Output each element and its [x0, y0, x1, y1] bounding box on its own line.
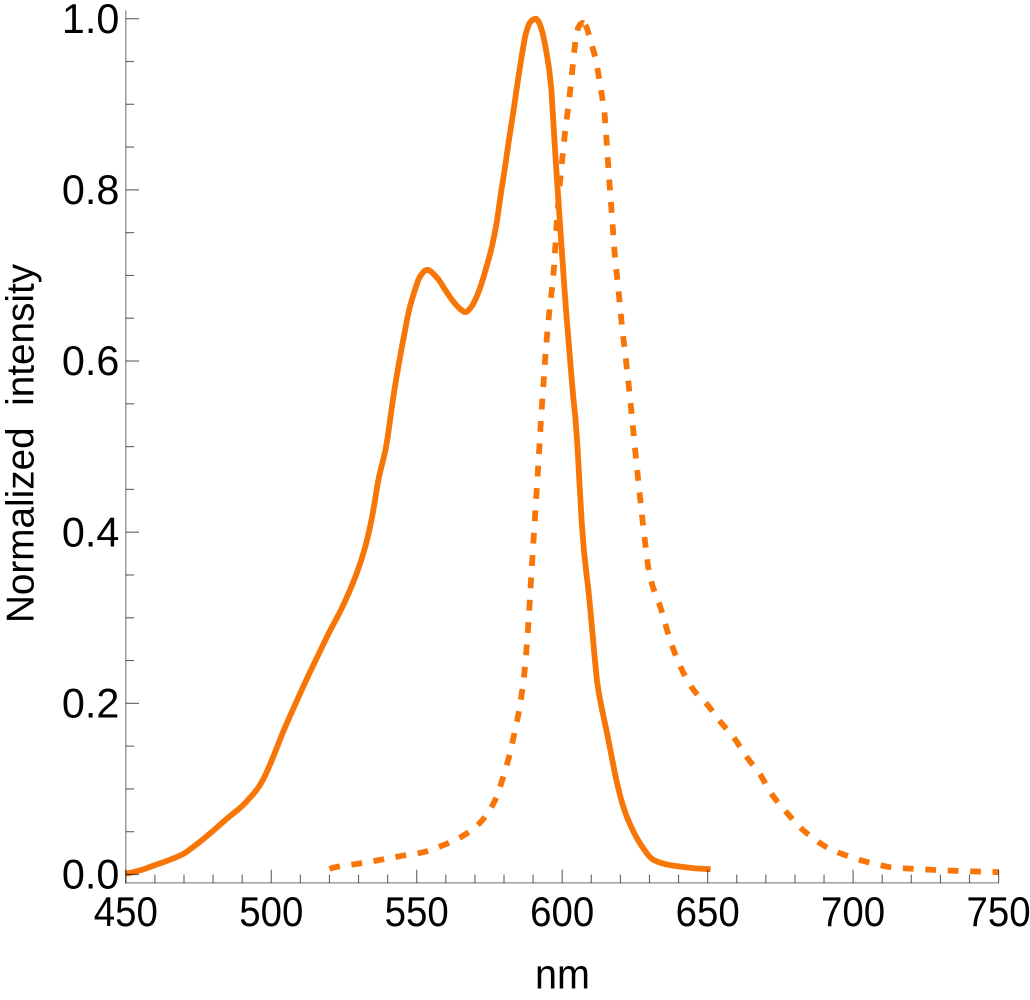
svg-text:nm: nm	[535, 951, 590, 998]
svg-text:0.6: 0.6	[62, 338, 119, 384]
svg-text:0.4: 0.4	[62, 509, 119, 555]
svg-text:500: 500	[239, 890, 303, 936]
svg-text:650: 650	[676, 890, 740, 936]
svg-text:0.0: 0.0	[62, 852, 119, 898]
svg-text:700: 700	[821, 890, 885, 936]
svg-text:0.8: 0.8	[62, 167, 119, 213]
svg-text:Normalized intensity: Normalized intensity	[0, 263, 43, 623]
svg-text:750: 750	[967, 890, 1030, 936]
svg-text:1.0: 1.0	[62, 0, 119, 42]
svg-text:550: 550	[385, 890, 449, 936]
svg-text:0.2: 0.2	[62, 680, 119, 726]
svg-text:450: 450	[94, 890, 158, 936]
svg-text:600: 600	[530, 890, 594, 936]
